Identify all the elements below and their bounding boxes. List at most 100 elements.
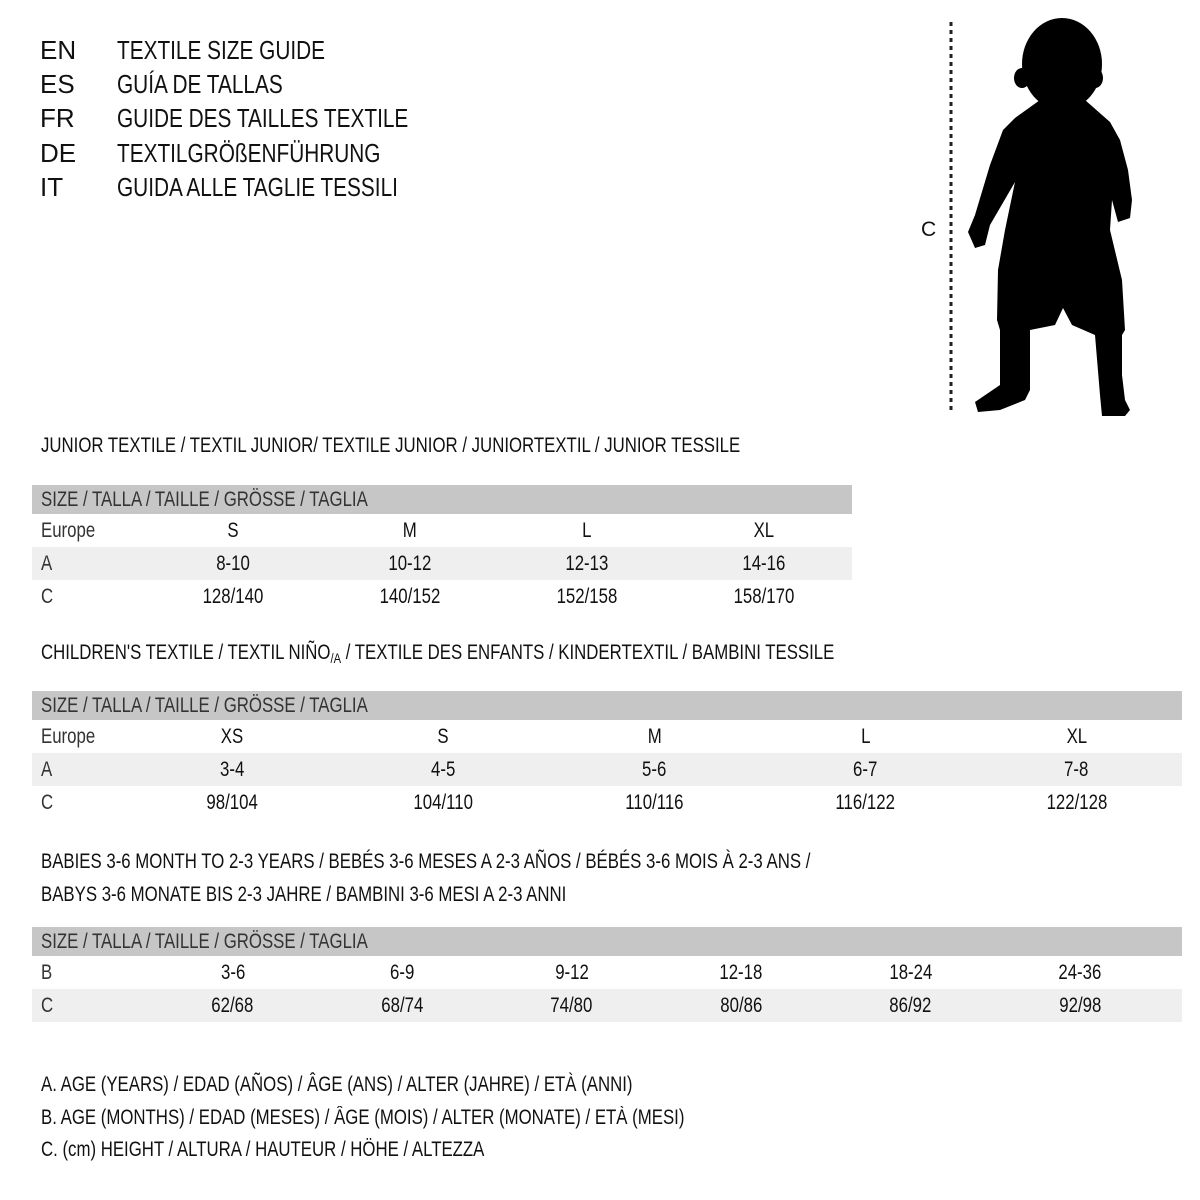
table-cell: XL <box>971 720 1182 753</box>
lang-title: GUIDE DES TAILLES TEXTILE <box>117 103 409 133</box>
table-cell: L <box>760 720 971 753</box>
cell-value: S <box>437 725 449 748</box>
cell-value: 116/122 <box>835 791 896 814</box>
row-label: A <box>32 753 127 786</box>
lang-title: GUÍA DE TALLAS <box>117 69 283 99</box>
children-size-table: SIZE / TALLA / TAILLE / GRÖSSE / TAGLIA E… <box>32 691 1182 819</box>
cell-value: 62/68 <box>211 994 254 1017</box>
table-row: Europe S M L XL <box>32 514 852 547</box>
cell-value: 10-12 <box>388 552 432 575</box>
table-header-text: SIZE / TALLA / TAILLE / GRÖSSE / TAGLIA <box>41 930 368 953</box>
cell-value: 140/152 <box>379 585 441 608</box>
table-cell: 6-9 <box>318 956 488 989</box>
row-label: B <box>32 956 148 989</box>
table-row: C 128/140 140/152 152/158 158/170 <box>32 580 852 613</box>
table-cell: 7-8 <box>971 753 1182 786</box>
row-label-text: A <box>41 758 53 781</box>
row-label: C <box>32 989 148 1022</box>
cell-value: 8-10 <box>216 552 251 575</box>
table-header: SIZE / TALLA / TAILLE / GRÖSSE / TAGLIA <box>32 485 852 514</box>
babies-heading-line2-text: BABYS 3-6 MONATE BIS 2-3 JAHRE / BAMBINI… <box>41 883 567 906</box>
children-heading-after: / TEXTILE DES ENFANTS / KINDERTEXTIL / B… <box>341 641 835 664</box>
table-cell: M <box>549 720 760 753</box>
lang-title: TEXTILGRÖßENFÜHRUNG <box>117 138 381 168</box>
table-row: Europe XS S M L XL <box>32 720 1182 753</box>
legend-b: B. AGE (MONTHS) / EDAD (MESES) / ÂGE (MO… <box>41 1106 845 1130</box>
height-measure-label: C <box>921 218 937 241</box>
cell-value: 9-12 <box>554 961 589 984</box>
legend-c-text: C. (cm) HEIGHT / ALTURA / HAUTEUR / HÖHE… <box>41 1138 485 1161</box>
cell-value: 110/116 <box>625 791 684 814</box>
table-cell: 24-36 <box>996 956 1166 989</box>
table-cell: 80/86 <box>657 989 827 1022</box>
table-cell: 3-4 <box>127 753 338 786</box>
cell-value: 6-9 <box>390 961 415 984</box>
table-cell: 62/68 <box>148 989 318 1022</box>
row-label-text: B <box>41 961 53 984</box>
cell-value: 122/128 <box>1046 791 1107 814</box>
legend-a-text: A. AGE (YEARS) / EDAD (AÑOS) / ÂGE (ANS)… <box>41 1073 633 1096</box>
table-cell: L <box>498 514 675 547</box>
children-heading-sub: /A <box>330 650 342 666</box>
row-label-text: C <box>41 791 54 814</box>
cell-value: S <box>227 519 239 542</box>
children-heading: CHILDREN'S TEXTILE / TEXTIL NIÑO/A / TEX… <box>41 636 1033 675</box>
table-cell: 116/122 <box>760 786 971 819</box>
cell-value: 86/92 <box>889 994 932 1017</box>
table-cell: 6-7 <box>760 753 971 786</box>
row-label: Europe <box>32 514 145 547</box>
lang-code: ES <box>40 69 75 99</box>
cell-value: 158/170 <box>733 585 794 608</box>
table-cell: 9-12 <box>487 956 657 989</box>
table-cell: 3-6 <box>148 956 318 989</box>
row-label: C <box>32 580 145 613</box>
table-cell: S <box>338 720 549 753</box>
row-label-text: A <box>41 552 53 575</box>
table-header-text: SIZE / TALLA / TAILLE / GRÖSSE / TAGLIA <box>41 488 368 511</box>
table-cell: 110/116 <box>549 786 760 819</box>
cell-value: XL <box>1066 725 1087 748</box>
table-row: A 8-10 10-12 12-13 14-16 <box>32 547 852 580</box>
child-silhouette-icon <box>968 18 1132 416</box>
table-cell: M <box>322 514 499 547</box>
table-cell: 12-13 <box>498 547 675 580</box>
table-cell: 68/74 <box>318 989 488 1022</box>
cell-value: 14-16 <box>742 552 786 575</box>
table-header: SIZE / TALLA / TAILLE / GRÖSSE / TAGLIA <box>32 691 1182 720</box>
table-row: B 3-6 6-9 9-12 12-18 18-24 24-36 <box>32 956 1182 989</box>
lang-code: DE <box>40 138 77 168</box>
table-cell: 122/128 <box>971 786 1182 819</box>
table-cell: 86/92 <box>826 989 996 1022</box>
table-row: C 98/104 104/110 110/116 116/122 122/128 <box>32 786 1182 819</box>
lang-title: GUIDA ALLE TAGLIE TESSILI <box>117 172 398 202</box>
table-cell: 128/140 <box>145 580 322 613</box>
babies-heading-line1: BABIES 3-6 MONTH TO 2-3 YEARS / BEBÉS 3-… <box>41 845 1003 878</box>
lang-code: EN <box>40 35 77 65</box>
junior-heading: JUNIOR TEXTILE / TEXTIL JUNIOR/ TEXTILE … <box>41 429 915 462</box>
junior-heading-text: JUNIOR TEXTILE / TEXTIL JUNIOR/ TEXTILE … <box>41 434 741 457</box>
cell-value: 104/110 <box>413 791 473 814</box>
cell-value: L <box>860 725 871 748</box>
cell-value: 68/74 <box>381 994 424 1017</box>
row-label-text: C <box>41 994 54 1017</box>
table-cell: S <box>145 514 322 547</box>
table-cell: 14-16 <box>675 547 852 580</box>
table-row: A 3-4 4-5 5-6 6-7 7-8 <box>32 753 1182 786</box>
junior-size-table: SIZE / TALLA / TAILLE / GRÖSSE / TAGLIA E… <box>32 485 852 613</box>
cell-value: 6-7 <box>853 758 878 781</box>
legend-c: C. (cm) HEIGHT / ALTURA / HAUTEUR / HÖHE… <box>41 1138 595 1162</box>
row-label: A <box>32 547 145 580</box>
table-cell: XS <box>127 720 338 753</box>
cell-value: M <box>403 519 418 542</box>
table-cell: 152/158 <box>498 580 675 613</box>
table-cell: 74/80 <box>487 989 657 1022</box>
cell-value: L <box>582 519 592 542</box>
table-header-text: SIZE / TALLA / TAILLE / GRÖSSE / TAGLIA <box>41 694 368 717</box>
cell-value: 3-4 <box>220 758 245 781</box>
babies-size-table: SIZE / TALLA / TAILLE / GRÖSSE / TAGLIA B… <box>32 927 1182 1022</box>
cell-value: 5-6 <box>642 758 667 781</box>
cell-value: 3-6 <box>220 961 245 984</box>
cell-value: 152/158 <box>556 585 618 608</box>
lang-code: IT <box>40 172 64 202</box>
table-row: C 62/68 68/74 74/80 80/86 86/92 92/98 <box>32 989 1182 1022</box>
